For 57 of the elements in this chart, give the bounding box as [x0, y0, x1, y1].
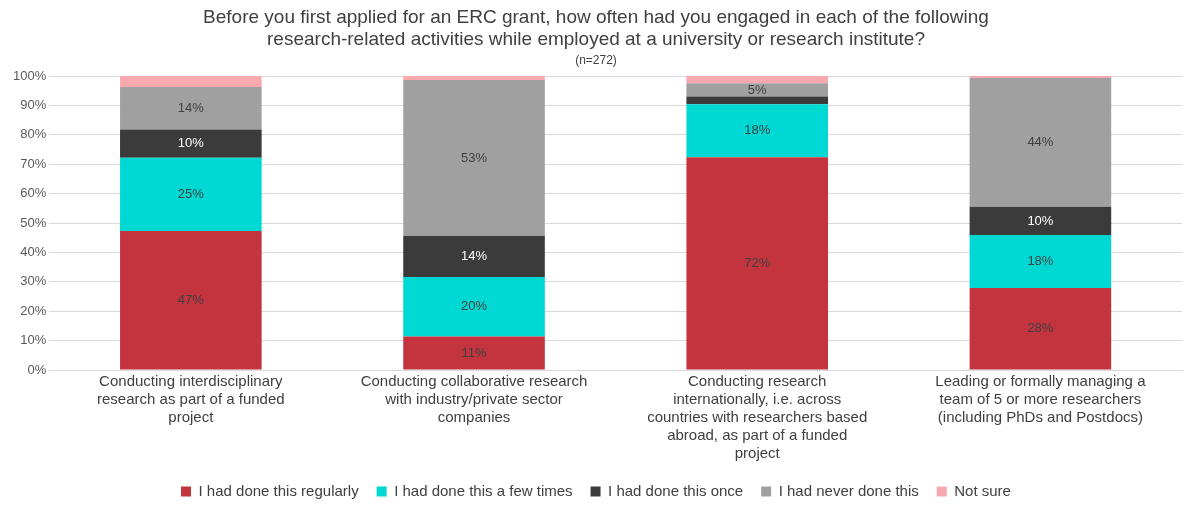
y-tick-label: 70%: [20, 155, 47, 171]
y-tick-label: 90%: [20, 96, 47, 112]
bar: [686, 83, 829, 97]
data-label: 44%: [1027, 134, 1054, 150]
bar: [686, 96, 829, 105]
data-label: 47%: [177, 291, 205, 307]
data-label: 11%: [461, 344, 487, 360]
bar: [686, 104, 829, 158]
y-tick-label: 100%: [13, 67, 47, 83]
bar: [120, 76, 262, 87]
data-label: 20%: [461, 298, 488, 314]
y-tick-label: 10%: [20, 332, 47, 348]
bar: [969, 287, 1112, 370]
data-label: 28%: [1027, 320, 1054, 336]
legend-label: I had done this once: [608, 481, 744, 499]
bar: [686, 76, 829, 84]
bar: [969, 76, 1112, 79]
bar: [403, 277, 545, 337]
chart-title: Before you first applied for an ERC grant, how often had you engaged in each of the following research-related activities while employed at a university or research institute?: [203, 5, 989, 50]
bar: [969, 206, 1112, 236]
bar: [120, 230, 262, 370]
data-label: 5%: [747, 81, 768, 97]
y-tick-label: 60%: [20, 185, 47, 201]
data-label: 25%: [177, 185, 205, 201]
bar: [120, 129, 262, 158]
bar: [969, 78, 1112, 207]
data-label: 14%: [461, 248, 488, 264]
y-tick-label: 50%: [20, 214, 47, 230]
x-tick-label: Leading or formally managing a team of 5 or more researchers (including PhDs and Postdocs): [935, 372, 1147, 426]
y-tick-label: 80%: [20, 126, 47, 142]
bar: [969, 235, 1112, 288]
legend-label: I had done this a few times: [394, 481, 573, 499]
y-tick-label: 20%: [20, 302, 47, 318]
x-tick-label: Conducting collaborative research with industry/private sector companies: [360, 372, 588, 426]
y-tick-label: 30%: [20, 273, 47, 289]
bar: [120, 86, 262, 130]
x-tick-label: Conducting research internationally, i.e. across countries with researchers based abroad, as part of a funded project: [647, 372, 868, 462]
bar: [403, 80, 545, 236]
bar: [686, 157, 829, 370]
data-label: 10%: [1027, 212, 1054, 228]
legend-label: Not sure: [954, 481, 1011, 499]
data-label: 10%: [177, 135, 205, 151]
chart-subtitle: (n=272): [575, 53, 617, 68]
legend-label: I had done this regularly: [198, 481, 360, 499]
bar: [403, 76, 545, 81]
bar: [403, 235, 545, 278]
bar: [403, 336, 545, 370]
legend-label: I had never done this: [778, 481, 919, 499]
data-label: 18%: [744, 122, 771, 138]
y-tick-label: 40%: [20, 243, 47, 259]
y-tick-label: 0%: [27, 361, 47, 377]
x-tick-label: Conducting interdisciplinary research as part of a funded project: [97, 372, 285, 426]
data-label: 18%: [1027, 253, 1054, 269]
data-label: 53%: [461, 149, 488, 165]
data-label: 72%: [744, 254, 771, 270]
data-label: 14%: [177, 99, 205, 115]
bar: [120, 157, 262, 231]
